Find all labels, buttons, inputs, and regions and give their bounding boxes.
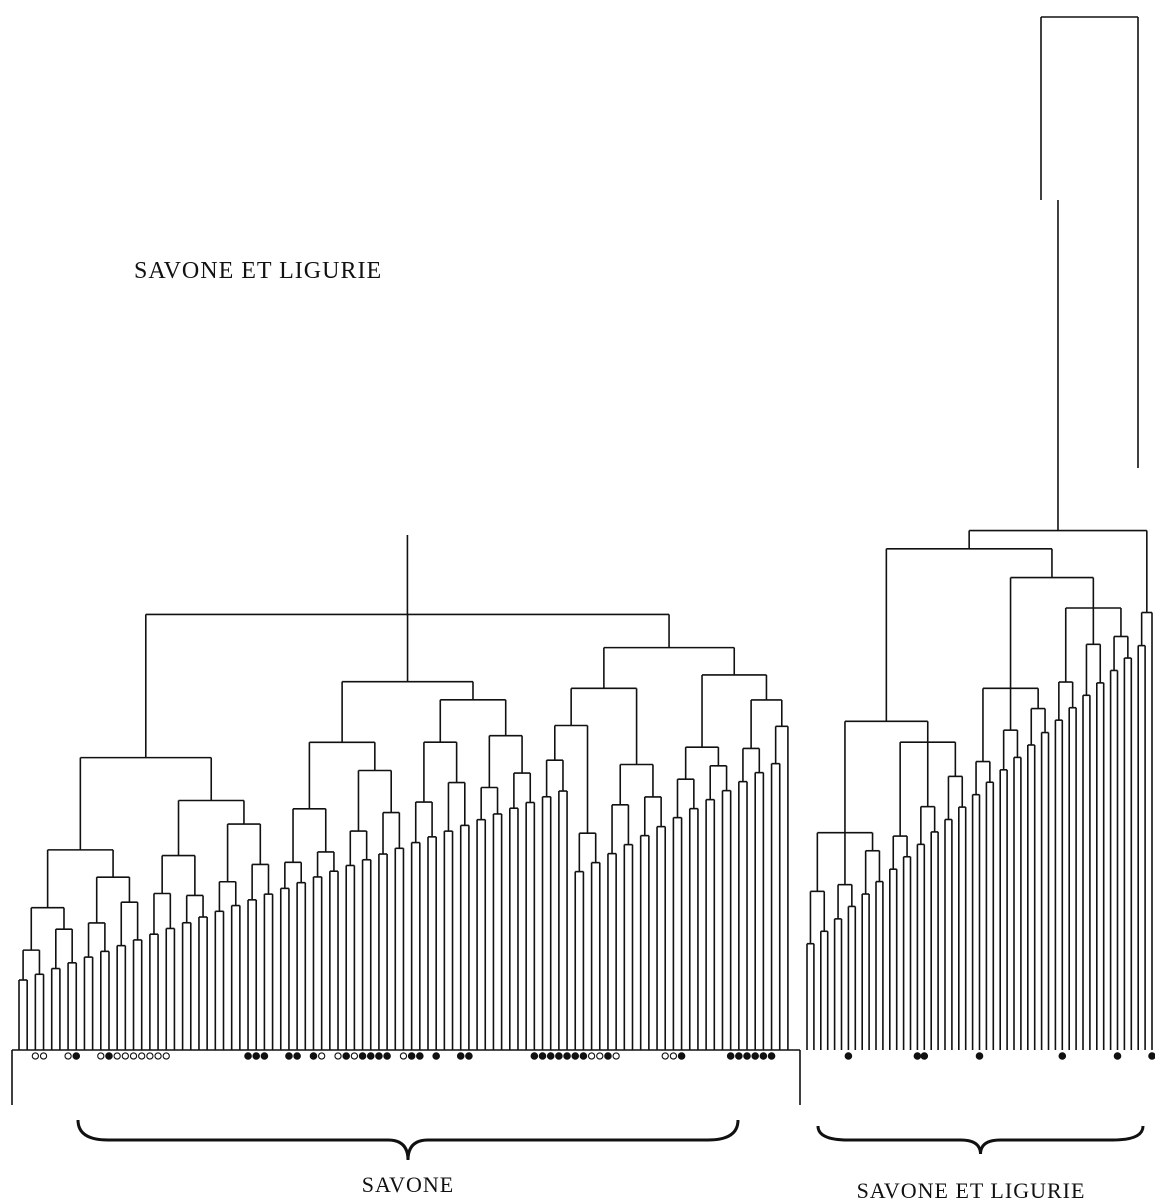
leaf-marker-filled [677,1052,686,1060]
leaf-marker-filled [571,1052,580,1060]
leaf-marker-open [612,1052,620,1060]
leaf-marker-filled [72,1052,81,1060]
leaf-marker-filled [844,1052,853,1060]
leaf-marker-filled [751,1052,760,1060]
leaf-marker-open [129,1052,138,1060]
leaf-marker-filled [366,1052,375,1060]
leaf-marker-filled [975,1052,984,1060]
leaf-marker-open [31,1052,40,1060]
leaf-marker-filled [407,1052,416,1060]
leaf-marker-filled [563,1052,571,1060]
leaf-marker-open [596,1052,604,1060]
leaf-marker-filled [920,1052,929,1060]
figure-title: SAVONE ET LIGURIE [134,258,382,284]
leaf-marker-filled [726,1052,735,1060]
leaf-marker-filled [285,1052,293,1060]
leaf-marker-open [97,1052,105,1060]
leaf-marker-open [121,1052,129,1060]
leaf-marker-open [162,1052,170,1060]
leaf-marker-open [154,1052,162,1060]
leaf-marker-filled [579,1052,588,1060]
leaf-marker-filled [530,1052,539,1060]
leaf-marker-filled [244,1052,252,1060]
leaf-marker-filled [342,1052,351,1060]
leaf-marker-filled [105,1052,113,1060]
leaf-marker-open [661,1052,669,1060]
leaf-marker-open [39,1052,48,1060]
leaf-marker-filled [759,1052,768,1060]
brace-savone [76,1119,740,1161]
brace-savone-et-ligurie [816,1125,1145,1155]
leaf-marker-open [318,1052,326,1060]
leaf-marker-filled [260,1052,269,1060]
group-label-savone-et-ligurie: SAVONE ET LIGURIE [857,1178,1086,1203]
leaf-marker-filled [252,1052,261,1060]
leaf-marker-filled [546,1052,555,1060]
leaf-marker-filled [735,1052,743,1060]
leaf-marker-open [399,1052,408,1060]
leaf-marker-filled [1148,1052,1155,1060]
leaf-marker-filled [432,1052,440,1060]
dendrogram-tree [11,16,1153,1105]
leaf-marker-filled [456,1052,465,1060]
leaf-marker-open [138,1052,146,1060]
leaf-marker-filled [383,1052,391,1060]
group-label-savone: SAVONE [362,1172,454,1197]
leaf-marker-open [350,1052,359,1060]
leaf-markers [31,1052,1155,1060]
group-braces [76,1119,1145,1161]
leaf-marker-filled [913,1052,922,1060]
leaf-marker-filled [743,1052,751,1060]
leaf-marker-filled [604,1052,612,1060]
leaf-marker-filled [1113,1052,1122,1060]
leaf-marker-filled [555,1052,563,1060]
leaf-marker-open [146,1052,154,1060]
leaf-marker-filled [293,1052,301,1060]
leaf-marker-filled [767,1052,776,1060]
leaf-marker-filled [358,1052,367,1060]
leaf-marker-filled [465,1052,473,1060]
leaf-marker-filled [538,1052,547,1060]
leaf-marker-filled [375,1052,383,1060]
leaf-marker-filled [309,1052,318,1060]
leaf-marker-filled [416,1052,424,1060]
leaf-marker-open [113,1052,121,1060]
leaf-marker-open [64,1052,72,1060]
leaf-marker-open [587,1052,596,1060]
leaf-marker-open [334,1052,342,1060]
leaf-marker-open [669,1052,678,1060]
leaf-marker-filled [1058,1052,1067,1060]
